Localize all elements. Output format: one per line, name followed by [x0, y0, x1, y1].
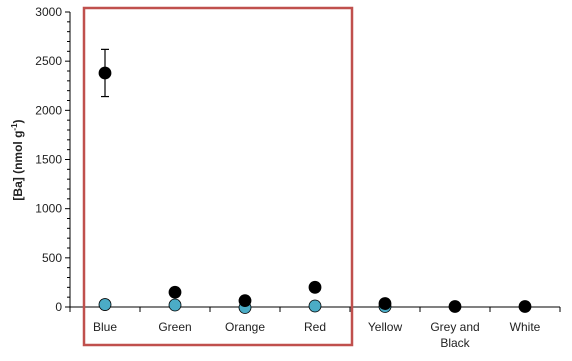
x-tick-label: Black: [440, 336, 470, 350]
y-axis-title: [Ba] (nmol g-1): [10, 119, 25, 200]
highlight-box: [82, 6, 354, 347]
x-tick-label: Red: [304, 320, 326, 334]
y-tick-label: 1500: [35, 153, 62, 167]
x-axis: Blue Green Orange Red Yellow Grey and Black Whi…: [69, 306, 561, 350]
data-point-series-1-blue: [98, 298, 112, 311]
y-axis-title-close: ): [11, 119, 25, 123]
data-point-series-0-white: [518, 300, 532, 313]
highlight-rect: [82, 6, 354, 347]
y-tick-label: 1000: [35, 202, 62, 216]
data-point-series-0-grey-and-black: [448, 300, 462, 313]
y-tick-label: 0: [55, 300, 62, 314]
x-tick-label: Orange: [225, 320, 265, 334]
data-point-series-0-blue: [98, 66, 112, 80]
x-tick-label: Blue: [93, 320, 117, 334]
y-tick-label: 500: [42, 251, 62, 265]
y-tick-label: 3000: [35, 5, 62, 19]
x-tick-label: Green: [158, 320, 191, 334]
data-point-series-0-orange: [238, 294, 252, 308]
x-tick-label: White: [510, 320, 541, 334]
data-point-series-1-red: [308, 299, 322, 313]
x-tick-label: Yellow: [368, 320, 403, 334]
data-point-series-0-yellow: [378, 297, 392, 310]
y-tick-label: 2000: [35, 103, 62, 117]
x-tick-label: Grey and: [430, 320, 479, 334]
y-tick-label: 2500: [35, 54, 62, 68]
data-point-series-1-green: [168, 298, 182, 312]
data-marks: [98, 48, 532, 314]
y-axis: 0 500 1000 1500 2000 2500 3000: [35, 5, 71, 314]
y-axis-title-main: [Ba] (nmol g: [11, 131, 25, 201]
data-point-series-0-green: [168, 285, 182, 299]
data-point-series-0-red: [308, 280, 322, 294]
y-axis-title-superscript: -1: [10, 123, 19, 131]
